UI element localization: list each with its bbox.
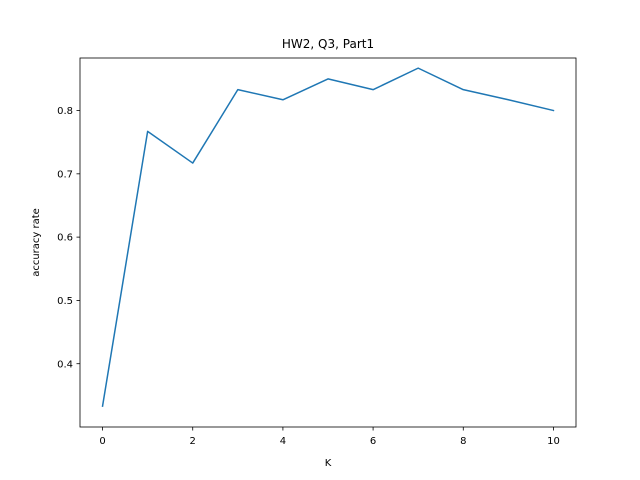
- y-tick-label: 0.6: [57, 233, 73, 244]
- x-tick-label: 8: [460, 436, 466, 447]
- x-tick-label: 6: [370, 436, 376, 447]
- tick-layer: 0 2 4 6 8 10 0.4 0.5 0.6 0.7 0.8: [57, 106, 560, 447]
- x-tick-label: 2: [190, 436, 196, 447]
- series-line: [101, 67, 555, 407]
- chart-title: HW2, Q3, Part1: [282, 37, 374, 51]
- x-tick-label: 10: [547, 436, 560, 447]
- y-tick-label: 0.7: [57, 169, 73, 180]
- x-tick-label: 4: [280, 436, 286, 447]
- plot-frame: [79, 57, 577, 428]
- y-tick-label: 0.8: [57, 106, 73, 117]
- y-tick-label: 0.5: [57, 296, 73, 307]
- x-axis-label: K: [325, 458, 332, 469]
- y-axis-label: accuracy rate: [31, 208, 42, 277]
- x-tick-label: 0: [99, 436, 105, 447]
- y-tick-label: 0.4: [57, 359, 73, 370]
